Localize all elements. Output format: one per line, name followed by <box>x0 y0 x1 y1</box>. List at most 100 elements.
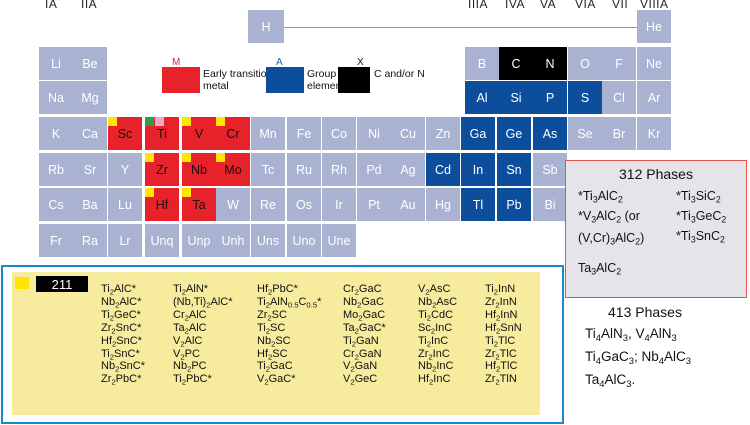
phase-211-entry: V2AsC <box>418 283 451 297</box>
phase-211-marker-3 <box>182 117 191 126</box>
element-cell-sr: Sr <box>73 153 107 186</box>
element-cell-hg: Hg <box>426 188 460 221</box>
legend-m-letter: M <box>172 57 181 68</box>
phases-211-column-4: Cr2GaC Nb2GaC Mo2GaC Ta2GaC* Ti2GaN Cr2GaN V2G… <box>343 283 386 386</box>
element-cell-br: Br <box>602 117 636 150</box>
legend-x-letter: X <box>357 57 364 68</box>
element-cell-o: O <box>568 47 602 80</box>
phase-211-entry: Nb2AlC* <box>101 295 142 310</box>
element-cell-co: Co <box>322 117 356 150</box>
element-cell-uno: Uno <box>287 224 321 257</box>
phase-211-entry: Ti2TlC <box>485 334 516 348</box>
group-label-va: VA <box>540 0 557 11</box>
phase-211-entry: Zr2InN <box>485 295 517 310</box>
legend-m-swatch <box>162 67 200 93</box>
phase-211-entry: Cr2GaC <box>343 283 382 297</box>
element-cell-ne: Ne <box>637 47 671 80</box>
phase-211-entry: Zr2SnC* <box>101 321 142 336</box>
phases-211-column-3: Hf2PbC* Ti2AlN0.5C0.5* Zr2SC Ti2SC Nb2SC Hf2S… <box>257 283 321 386</box>
phase-312-entry: *Ti3GeC2 <box>676 209 727 225</box>
group-label-iia: IIA <box>81 0 98 11</box>
phase-211-entry: Hf2SnN <box>485 321 522 336</box>
phase-211-entry: Hf2SnC* <box>101 334 142 348</box>
group-label-ia: IA <box>45 0 58 11</box>
phase-413-line: Ti4GaC3; Nb4AlC3 <box>585 349 692 367</box>
phases-211-column-5: V2AsC Nb2AsC Ti2CdC Sc2InC Ti2InC Zr2InC Nb2In… <box>418 283 457 386</box>
element-cell-f: F <box>602 47 636 80</box>
element-cell-fe: Fe <box>287 117 321 150</box>
element-cell-uns: Uns <box>251 224 285 257</box>
element-cell-si: Si <box>499 81 533 114</box>
element-cell-nb: Nb <box>182 153 216 186</box>
phase-211-entry: Ta2GaC* <box>343 321 386 336</box>
element-cell-cd: Cd <box>426 153 460 186</box>
phases-211-label: 211 <box>36 276 88 292</box>
phase-211-marker-8 <box>145 188 154 197</box>
phase-211-entry: Zr2SC <box>257 308 287 323</box>
phase-211-entry: Ti2AlN0.5C0.5* <box>257 295 322 310</box>
phases-312-title: 312 Phases <box>619 166 693 182</box>
phase-211-entry: Nb2SC <box>257 334 291 348</box>
element-cell-unq: Unq <box>145 224 179 257</box>
hydrogen-connector-line <box>284 27 637 28</box>
phases-211-column-6: Ti2InN Zr2InN Hf2InN Hf2SnN Ti2TlC Zr2TlC Hf2T… <box>485 283 522 386</box>
phases-211-panel <box>12 272 540 415</box>
element-cell-cl: Cl <box>602 81 636 114</box>
group-label-via: VIA <box>575 0 596 11</box>
element-cell-ga: Ga <box>461 117 495 150</box>
element-cell-zn: Zn <box>426 117 460 150</box>
legend-a-swatch <box>266 67 304 93</box>
legend-x-text: C and/or N <box>374 68 425 80</box>
element-cell-os: Os <box>287 188 321 221</box>
phases-211-column-2: Ti2AlN* (Nb,Ti)2AlC* Cr2AlC Ta2AlC V2AlC V2PC… <box>173 283 233 386</box>
phase-211-entry: Ti2AlN* <box>173 283 209 297</box>
element-cell-rh: Rh <box>322 153 356 186</box>
element-cell-sb: Sb <box>533 153 567 186</box>
phase-211-entry: Nb2SnC* <box>101 360 146 374</box>
element-cell-ge: Ge <box>497 117 531 150</box>
phase-312-entry: Ta3AlC2 <box>578 261 622 277</box>
phase-211-entry: Hf2TlC <box>485 360 518 374</box>
phase-211-marker-4 <box>216 117 225 126</box>
phase-211-entry: (Nb,Ti)2AlC* <box>173 295 233 310</box>
element-cell-ar: Ar <box>637 81 671 114</box>
element-cell-kr: Kr <box>637 117 671 150</box>
phase-211-entry: Nb2AsC <box>418 295 458 310</box>
phases-211-color-key <box>15 277 29 289</box>
phase-211-entry: Zr2TlN <box>485 373 517 387</box>
phase-413-line: Ti4AlN3, V4AlN3 <box>585 326 677 344</box>
phase-211-marker-0 <box>108 117 117 126</box>
element-cell-he: He <box>637 10 671 43</box>
element-cell-sn: Sn <box>497 153 531 186</box>
phase-211-entry: V2GaN <box>343 360 378 374</box>
phase-211-entry: Zr2InC <box>418 347 450 361</box>
legend-x-swatch <box>338 67 370 93</box>
element-cell-na: Na <box>39 81 73 114</box>
legend-a-letter: A <box>276 57 283 68</box>
phase-312-entry: *Ti3SiC2 <box>676 189 721 205</box>
phase-211-entry: Ti2AlC* <box>101 283 137 297</box>
phase-211-entry: Hf2SC <box>257 347 288 361</box>
phase-211-marker-7 <box>216 153 225 162</box>
phase-211-entry: Cr2GaN <box>343 347 382 361</box>
element-cell-al: Al <box>465 81 499 114</box>
phase-312-entry: *Ti3SnC2 <box>676 229 725 245</box>
group-label-iiia: IIIA <box>468 0 489 11</box>
phase-312-entry: (V,Cr)3AlC2) <box>578 231 645 247</box>
phase-211-entry: V2GaC* <box>257 373 296 387</box>
phase-211-marker-6 <box>182 153 191 162</box>
element-cell-lu: Lu <box>108 188 142 221</box>
element-cell-ba: Ba <box>73 188 107 221</box>
phase-211-entry: V2AlC <box>173 334 203 348</box>
phases-211-column-1: Ti2AlC* Nb2AlC* Ti2GeC* Zr2SnC* Hf2SnC* Ti2Sn… <box>101 283 145 386</box>
phase-211-entry: Ti2SnC* <box>101 347 140 361</box>
phase-312-entry: *V3AlC2 (or <box>578 209 640 225</box>
phase-211-marker-2 <box>155 117 164 126</box>
phase-211-entry: Nb2GaC <box>343 295 384 310</box>
element-cell-w: W <box>216 188 250 221</box>
phase-211-entry: Ti2CdC <box>418 308 454 323</box>
phase-211-entry: V2PC <box>173 347 200 361</box>
phase-211-entry: Ti2GaN <box>343 334 379 348</box>
element-cell-ni: Ni <box>357 117 391 150</box>
